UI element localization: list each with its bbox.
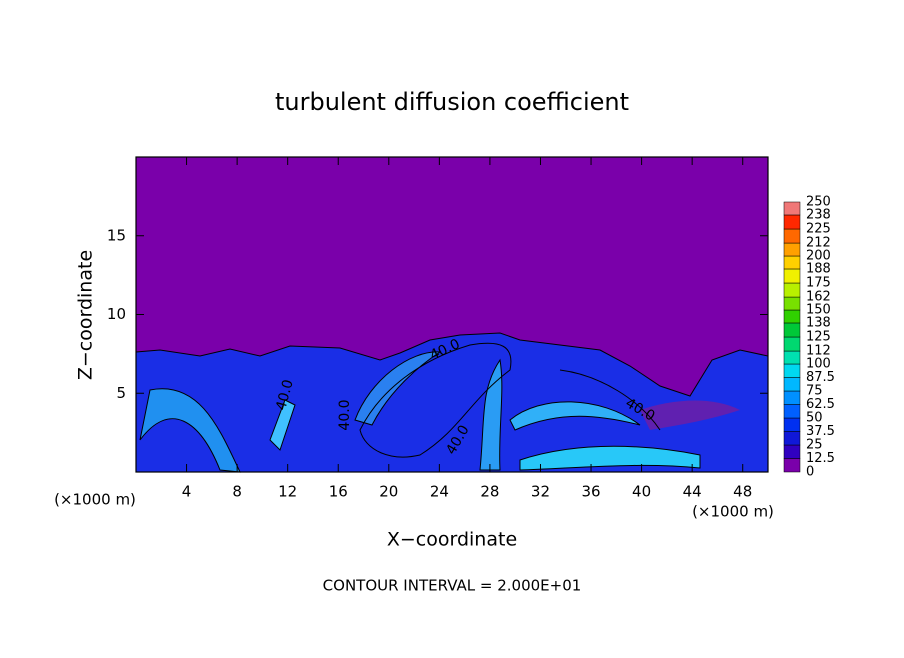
colorbar-segment	[783, 309, 801, 324]
colorbar-tick-label: 200	[806, 249, 831, 264]
x-tick-label: 36	[581, 483, 600, 501]
x-tick-label: 24	[430, 483, 449, 501]
field-region	[640, 400, 740, 430]
x-tick-label: 28	[480, 483, 499, 501]
colorbar-segment	[783, 431, 801, 446]
colorbar-tick-label: 250	[806, 195, 831, 210]
colorbar-tick-label: 12.5	[806, 451, 835, 466]
x-tick-label: 44	[683, 483, 702, 501]
colorbar-segment	[783, 404, 801, 419]
colorbar-tick-label: 112	[806, 344, 831, 359]
y-tick-label: 15	[107, 226, 126, 244]
colorbar-segment	[783, 201, 801, 216]
field	[135, 157, 769, 473]
colorbar-segment	[783, 350, 801, 365]
colorbar-tick-label: 138	[806, 315, 831, 330]
colorbar-tick-label: 125	[806, 330, 831, 345]
field-region	[509, 401, 641, 431]
contour-line	[559, 369, 661, 431]
y-axis-label: Z−coordinate	[75, 250, 97, 380]
contour-label: 40.0	[337, 399, 353, 430]
colorbar-segment	[783, 214, 801, 230]
colorbar-segment	[783, 322, 801, 338]
colorbar-segment	[783, 282, 801, 298]
contour-line	[359, 342, 512, 458]
x-tick-label: 4	[182, 483, 192, 501]
colorbar-segment	[783, 268, 801, 284]
colorbar-tick-label: 188	[806, 261, 831, 276]
colorbar-tick-label: 25	[806, 438, 823, 453]
y-tick-label: 10	[107, 305, 126, 323]
colorbar-segment	[783, 444, 801, 459]
colorbar-segment	[783, 336, 801, 352]
colorbar-tick-label: 75	[806, 384, 823, 399]
x-tick-label: 20	[379, 483, 398, 501]
chart-title: turbulent diffusion coefficient	[275, 88, 629, 116]
field-region	[269, 399, 296, 451]
x-tick-label: 8	[232, 483, 242, 501]
colorbar-segment	[783, 377, 801, 392]
field-region	[354, 351, 442, 426]
x-unit-label: (×1000 m)	[54, 491, 136, 509]
colorbar-tick-label: 162	[806, 290, 831, 305]
field-region	[479, 358, 503, 471]
colorbar-tick-label: 150	[806, 303, 831, 318]
x-tick-label: 48	[733, 483, 752, 501]
colorbar-segment	[783, 296, 801, 311]
field-region	[519, 445, 701, 471]
x-tick-label: 40	[632, 483, 651, 501]
colorbar-tick-label: 50	[806, 411, 823, 426]
x-axis-label: X−coordinate	[387, 529, 517, 551]
colorbar-segment	[783, 390, 801, 405]
colorbar-segment	[783, 458, 801, 473]
colorbar-tick-label: 212	[806, 236, 831, 251]
colorbar-tick-label: 62.5	[806, 397, 835, 412]
colorbar-tick-label: 225	[806, 222, 831, 237]
colorbar-segment	[783, 228, 801, 244]
colorbar-tick-label: 175	[806, 276, 831, 291]
footer-note: CONTOUR INTERVAL = 2.000E+01	[323, 577, 582, 595]
colorbar-tick-label: 87.5	[806, 370, 835, 385]
colorbar-tick-label: 100	[806, 357, 831, 372]
x-tick-label: 32	[531, 483, 550, 501]
colorbar-segment	[783, 255, 801, 270]
colorbar-tick-label: 238	[806, 207, 831, 222]
colorbar-segment	[783, 363, 801, 378]
colorbar-segment	[783, 417, 801, 432]
colorbar-segment	[783, 242, 801, 257]
x-unit-label: (×1000 m)	[692, 503, 774, 521]
x-tick-label: 12	[278, 483, 297, 501]
x-tick-label: 16	[329, 483, 348, 501]
colorbar-tick-label: 0	[806, 465, 814, 480]
field-region	[135, 332, 769, 473]
colorbar-tick-label: 37.5	[806, 424, 835, 439]
y-tick-label: 5	[116, 384, 126, 402]
contour-label: 40.0	[273, 378, 297, 412]
